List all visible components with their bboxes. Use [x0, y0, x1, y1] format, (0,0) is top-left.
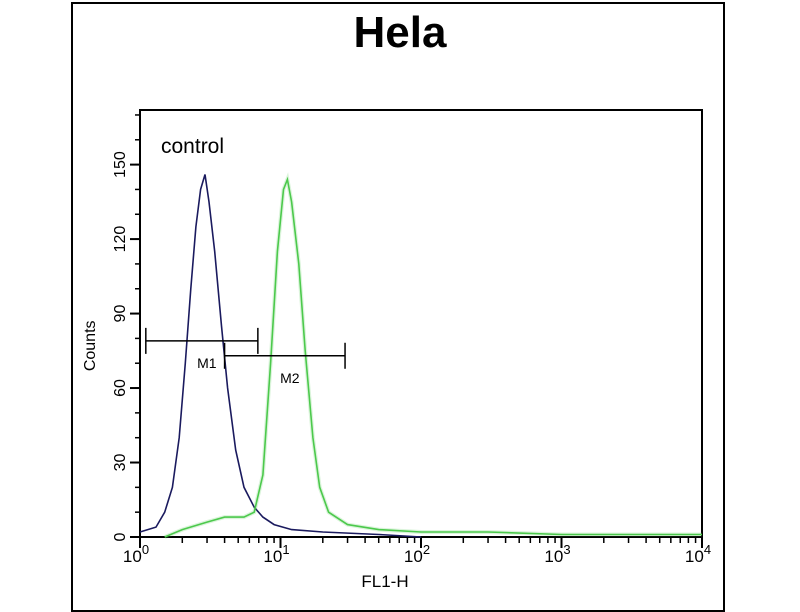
x-tick-exponent: 4 [704, 542, 711, 557]
x-tick-base: 10 [263, 547, 282, 566]
x-tick-exponent: 2 [423, 542, 430, 557]
y-tick-label: 60 [112, 379, 129, 397]
chart-title: Hela [353, 8, 447, 57]
x-tick-exponent: 1 [282, 542, 289, 557]
y-axis-label: Counts [82, 320, 99, 371]
y-tick-label: 30 [112, 454, 129, 472]
control-series-line [139, 174, 422, 538]
y-tick-label: 0 [112, 532, 129, 541]
sample-series-line [164, 176, 702, 538]
x-tick-exponent: 3 [563, 542, 570, 557]
x-tick-base: 10 [404, 547, 423, 566]
y-tick-label: 90 [112, 305, 129, 323]
control-annotation: control [161, 135, 224, 158]
x-tick-base: 10 [544, 547, 563, 566]
y-tick-label: 150 [112, 151, 129, 178]
plot-frame [139, 109, 703, 538]
x-tick-label: 102 [404, 542, 430, 566]
x-axis-label: FL1-H [361, 572, 408, 591]
x-tick-base: 10 [685, 547, 704, 566]
x-tick-label: 100 [123, 542, 149, 566]
x-tick-base: 10 [123, 547, 142, 566]
series-glow [163, 172, 702, 539]
x-tick-label: 104 [685, 542, 711, 566]
x-tick-label: 103 [544, 542, 570, 566]
x-tick-exponent: 0 [142, 542, 149, 557]
marker-label: M2 [280, 370, 300, 386]
y-tick-label: 120 [112, 226, 129, 253]
marker-label: M1 [197, 355, 217, 371]
x-tick-label: 101 [263, 542, 289, 566]
